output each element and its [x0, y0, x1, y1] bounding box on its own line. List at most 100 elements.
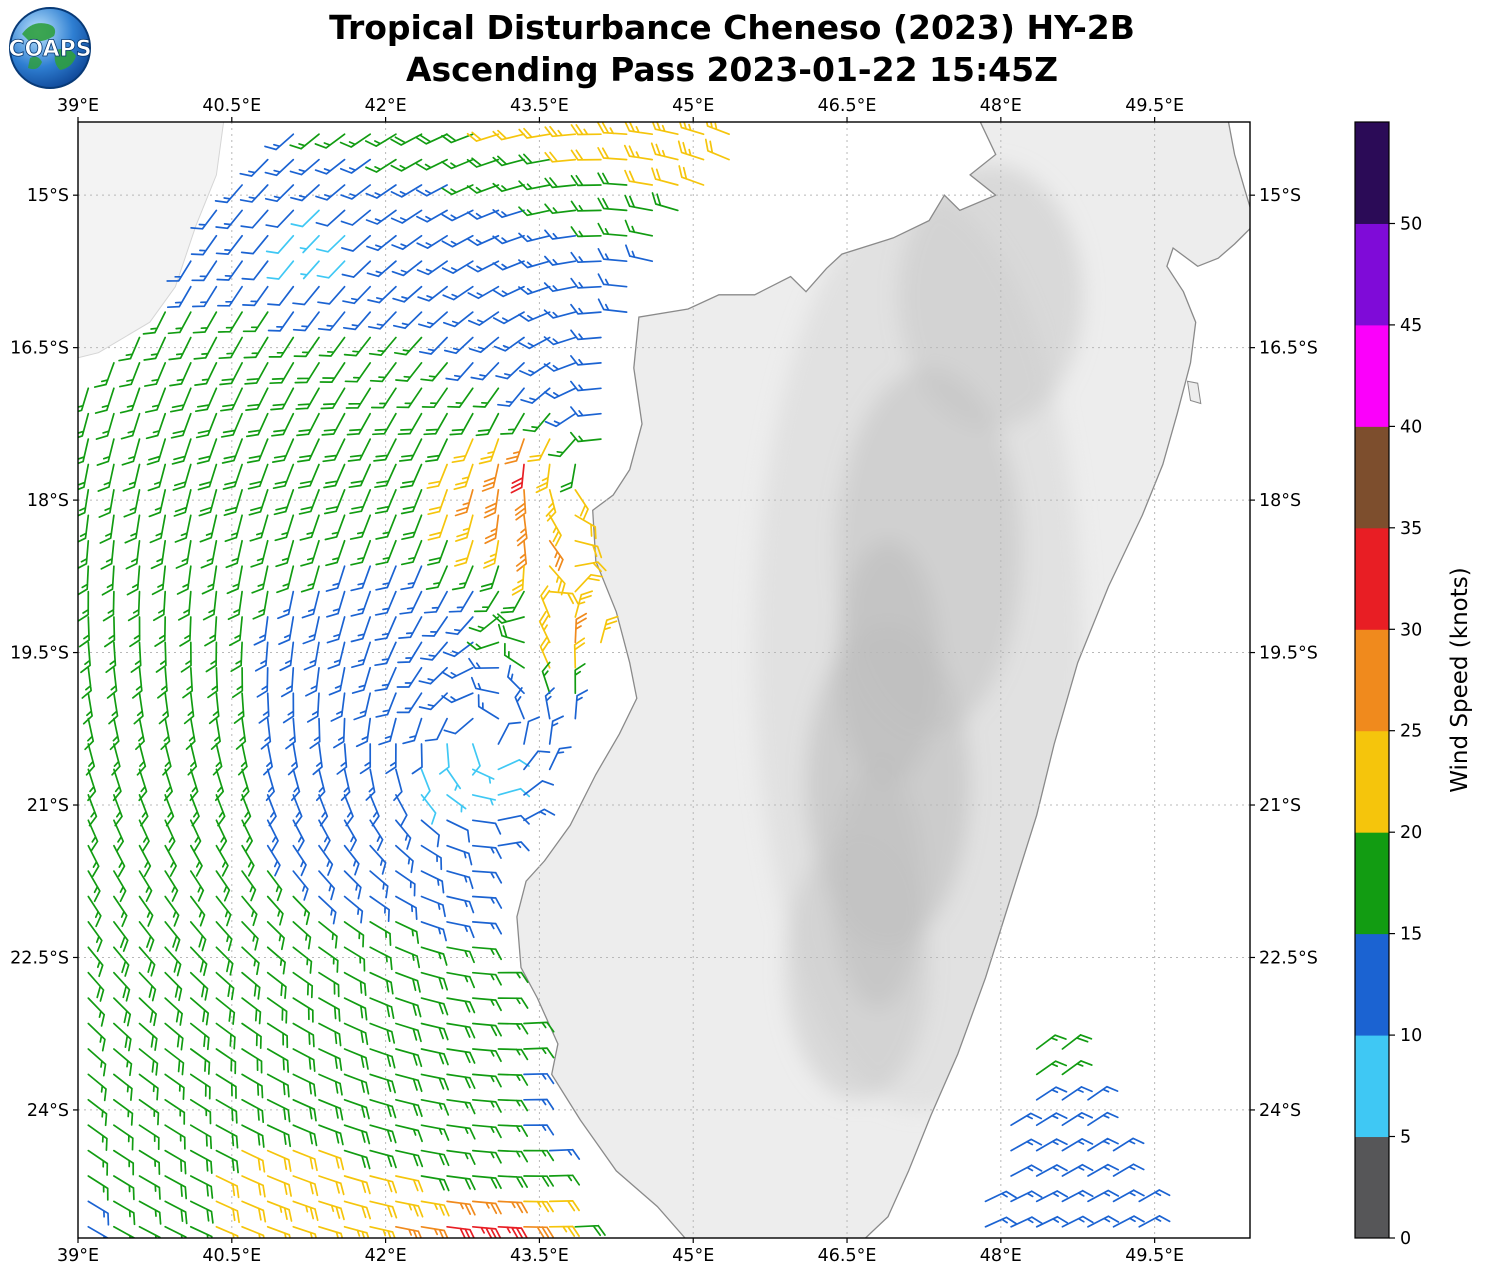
wind-barb [454, 539, 474, 567]
wind-barb [299, 514, 320, 541]
wind-barb [189, 1175, 214, 1199]
wind-barb [374, 489, 397, 515]
wind-barb [266, 1225, 291, 1238]
wind-barb [189, 946, 208, 977]
wind-barb [340, 184, 372, 200]
axis-tick-label-y-left: 16.5°S [10, 339, 69, 359]
wind-barb [343, 971, 367, 997]
wind-barb [215, 1175, 240, 1199]
wind-barb [570, 380, 602, 392]
wind-barb [187, 743, 198, 776]
wind-barb [87, 1225, 109, 1238]
wind-barb [471, 1098, 502, 1113]
wind-barb [87, 895, 102, 928]
wind-barb [548, 514, 562, 547]
wind-barb [292, 1022, 315, 1048]
wind-barb [106, 666, 118, 699]
wind-barb [296, 412, 320, 437]
wind-barb [544, 255, 577, 266]
wind-barb [548, 1200, 580, 1212]
wind-barb [471, 971, 502, 986]
wind-barb [78, 489, 90, 517]
wind-barb [497, 1225, 528, 1238]
colorbar-tick-label: 20 [1400, 823, 1422, 843]
wind-barb [138, 1200, 162, 1225]
wind-barb [369, 1098, 397, 1119]
wind-barb [87, 1098, 108, 1127]
wind-barb [396, 692, 423, 714]
wind-barb [364, 133, 397, 147]
wind-barb [317, 285, 346, 305]
wind-barb [87, 1200, 110, 1226]
wind-barb [215, 1073, 237, 1099]
wind-barb [138, 1149, 161, 1175]
wind-barb [113, 1073, 133, 1101]
wind-barb [420, 921, 447, 942]
wind-barb [104, 616, 116, 648]
wind-barb [471, 1022, 502, 1037]
wind-barb [1035, 1138, 1068, 1152]
wind-barb [266, 1124, 292, 1148]
wind-barb [548, 1148, 581, 1160]
wind-barb [189, 1124, 213, 1150]
wind-barb [535, 463, 551, 494]
axis-tick-label-y-right: 19.5°S [1259, 644, 1318, 664]
wind-barb [570, 149, 602, 161]
wind-barb [472, 387, 500, 408]
wind-barb [241, 997, 262, 1025]
wind-barb [113, 946, 130, 977]
wind-barb [497, 1073, 529, 1086]
wind-barb [400, 463, 423, 489]
wind-barb [315, 209, 346, 227]
wind-barb [318, 997, 341, 1022]
wind-barb [315, 768, 326, 802]
wind-barb [136, 743, 147, 776]
wind-barb [678, 165, 705, 186]
africa-coastline [78, 122, 225, 359]
wind-barb [98, 489, 115, 518]
wind-barb [87, 971, 105, 1002]
wind-barb [427, 489, 448, 516]
wind-barb [446, 921, 475, 939]
wind-barb [369, 895, 390, 923]
wind-barb [574, 539, 603, 559]
wind-barb [164, 870, 179, 902]
wind-barb [395, 362, 423, 382]
wind-barb [220, 387, 243, 412]
wind-barb [510, 463, 525, 494]
wind-barb [164, 997, 183, 1026]
wind-barb [367, 285, 397, 304]
wind-barb [420, 1073, 450, 1091]
wind-barb [130, 641, 142, 673]
wind-barb [78, 539, 90, 570]
wind-barb [177, 590, 192, 621]
wind-barb [119, 387, 141, 414]
wind-barb [318, 1124, 344, 1146]
wind-barb [625, 244, 654, 263]
wind-barb [241, 1124, 265, 1148]
wind-barb [292, 1098, 317, 1122]
wind-barb [277, 590, 295, 620]
wind-barb [346, 412, 372, 436]
wind-barb [95, 412, 115, 440]
wind-barb [138, 895, 154, 927]
wind-barb [471, 895, 503, 909]
wind-barb [570, 277, 602, 289]
wind-barb [446, 1225, 475, 1238]
colorbar-tick-label: 30 [1400, 620, 1422, 640]
wind-barb [266, 895, 284, 926]
wind-barb [504, 438, 525, 465]
wind-barb [174, 514, 192, 543]
wind-barb [215, 209, 243, 230]
wind-barb [570, 226, 602, 238]
wind-barb [240, 768, 250, 802]
wind-barb [495, 362, 525, 380]
wind-barb [239, 158, 269, 177]
wind-barb [251, 565, 269, 594]
wind-barb [274, 514, 295, 542]
wind-barb [518, 285, 551, 295]
wind-barb [193, 336, 218, 360]
wind-barb [123, 489, 141, 518]
wind-barb [325, 565, 346, 592]
wind-barb [385, 743, 397, 775]
